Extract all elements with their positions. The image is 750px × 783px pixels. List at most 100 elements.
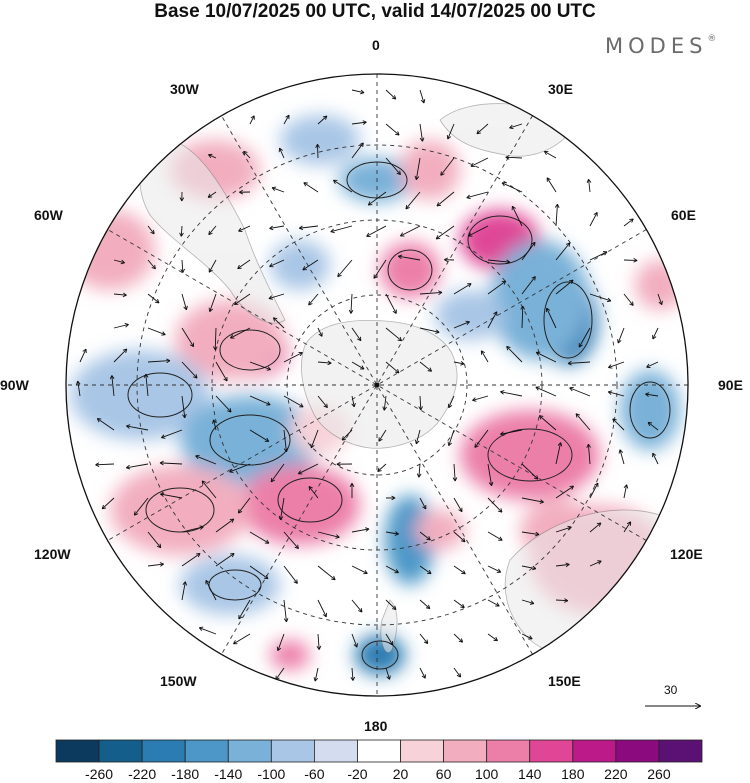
wind-vector [351, 633, 358, 648]
lon-label-120e: 120E [670, 546, 703, 562]
wind-vector [237, 497, 251, 514]
wind-vector [645, 392, 659, 397]
wind-vector [419, 497, 427, 510]
wind-vector [181, 293, 188, 311]
wind-vector [283, 531, 299, 549]
wind-vector [351, 89, 365, 95]
wind-vector [249, 361, 271, 371]
wind-vector [419, 361, 433, 372]
wind-vector [501, 182, 523, 193]
wind-vector [623, 258, 638, 263]
wind-vector [589, 560, 602, 567]
wind-vector [623, 293, 634, 306]
wind-vector [385, 327, 403, 342]
wind-vector [466, 191, 489, 200]
wind-vector [385, 495, 396, 501]
wind-vector [95, 462, 115, 467]
wind-vector [330, 225, 353, 234]
colorbar [55, 739, 703, 763]
wind-vector [468, 225, 489, 237]
brand-name: MODES [605, 34, 708, 58]
wind-vector [351, 361, 365, 370]
wind-vector [589, 212, 598, 227]
wind-vector [181, 581, 188, 601]
wind-vector [472, 395, 489, 402]
wind-vector [511, 205, 523, 227]
wind-vector [212, 419, 217, 431]
wind-vector [487, 531, 503, 541]
wind-vector [509, 123, 523, 130]
wind-vector [317, 565, 336, 581]
wind-vector [474, 429, 489, 448]
wind-vector [555, 279, 574, 295]
wind-vector [555, 485, 574, 499]
wind-vector [623, 484, 629, 499]
wind-vector [133, 497, 149, 516]
wind-vector [113, 292, 127, 298]
wind-vector [608, 361, 625, 369]
wind-vector [569, 386, 591, 397]
contour-line [487, 428, 573, 482]
wind-vector [113, 259, 125, 265]
wind-vector [283, 599, 289, 623]
wind-vector [589, 251, 608, 261]
wind-vector [113, 322, 129, 329]
lon-label-0: 0 [372, 37, 380, 53]
wind-vector [205, 580, 217, 601]
colorbar-swatch [227, 739, 272, 763]
colorbar-swatch [270, 739, 315, 763]
wind-vector [385, 565, 399, 574]
wind-vector [349, 483, 355, 499]
wind-vector [385, 293, 397, 314]
wind-vector [453, 599, 465, 609]
map-disk [66, 74, 688, 696]
wind-vector [147, 358, 171, 364]
wind-vector [647, 421, 659, 431]
colorbar-tick-label: -60 [304, 766, 325, 782]
wind-vector [113, 348, 128, 363]
anomaly-blob [180, 395, 320, 485]
wind-vector [453, 497, 463, 513]
wind-vector [351, 527, 370, 533]
wind-vector [487, 599, 500, 607]
wind-vector [207, 191, 217, 198]
wind-vector [278, 147, 285, 159]
lon-label-30w: 30W [170, 81, 199, 97]
wind-vector [385, 361, 400, 374]
lon-label-90e: 90E [718, 377, 743, 393]
wind-vector [546, 177, 557, 193]
colorbar-swatch [357, 739, 401, 763]
wind-vector [398, 254, 421, 261]
colorbar-swatch [658, 739, 703, 763]
wind-vector [419, 633, 429, 644]
wind-vector [446, 123, 455, 140]
wind-vector [302, 259, 319, 271]
wind-vector [308, 486, 319, 499]
wind-vector [337, 259, 353, 278]
wind-vector [283, 114, 290, 125]
colorbar-swatch [615, 739, 660, 763]
wind-vector [652, 327, 659, 340]
wind-vector [419, 123, 425, 142]
anomaly-blob [66, 210, 155, 290]
wind-vector [521, 531, 540, 537]
wind-vector [487, 311, 498, 329]
wind-vector [317, 395, 328, 408]
wind-vector [623, 521, 632, 533]
wind-vector [233, 633, 251, 645]
anomaly-blob [270, 640, 310, 670]
wind-vector [470, 157, 489, 167]
wind-vector [179, 191, 185, 202]
wind-vector [521, 276, 536, 295]
anomaly-blob [280, 115, 360, 165]
wind-vector [303, 182, 319, 193]
wind-vector [159, 460, 183, 466]
colorbar-tick-label: -100 [257, 766, 286, 782]
colorbar-swatch [400, 739, 444, 763]
colorbar-swatch [486, 739, 531, 763]
wind-vector [283, 351, 303, 363]
wind-vector [578, 327, 591, 348]
wind-vector [487, 497, 503, 513]
wind-vector [419, 565, 432, 575]
contour-line [361, 640, 399, 670]
